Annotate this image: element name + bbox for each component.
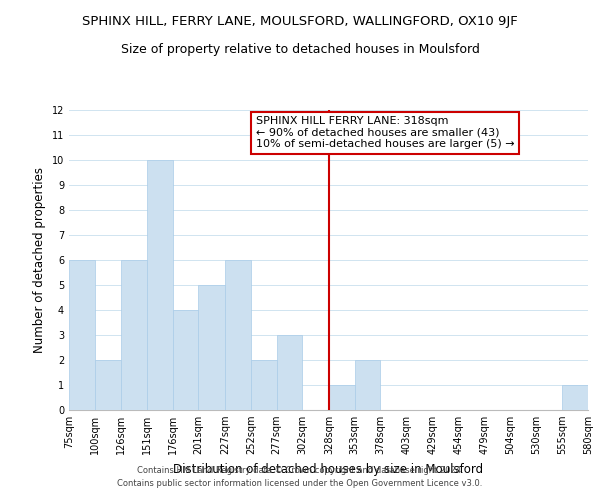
Bar xyxy=(225,260,251,410)
X-axis label: Distribution of detached houses by size in Moulsford: Distribution of detached houses by size … xyxy=(173,462,484,475)
Text: SPHINX HILL, FERRY LANE, MOULSFORD, WALLINGFORD, OX10 9JF: SPHINX HILL, FERRY LANE, MOULSFORD, WALL… xyxy=(82,15,518,28)
Bar xyxy=(562,385,588,410)
Text: Contains HM Land Registry data © Crown copyright and database right 2024.
Contai: Contains HM Land Registry data © Crown c… xyxy=(118,466,482,487)
Text: SPHINX HILL FERRY LANE: 318sqm
← 90% of detached houses are smaller (43)
10% of : SPHINX HILL FERRY LANE: 318sqm ← 90% of … xyxy=(256,116,514,149)
Bar xyxy=(329,385,355,410)
Bar xyxy=(147,160,173,410)
Bar xyxy=(199,285,225,410)
Bar xyxy=(277,335,302,410)
Text: Size of property relative to detached houses in Moulsford: Size of property relative to detached ho… xyxy=(121,42,479,56)
Bar xyxy=(95,360,121,410)
Bar xyxy=(251,360,277,410)
Bar xyxy=(355,360,380,410)
Bar xyxy=(173,310,199,410)
Bar xyxy=(69,260,95,410)
Bar xyxy=(121,260,147,410)
Y-axis label: Number of detached properties: Number of detached properties xyxy=(33,167,46,353)
